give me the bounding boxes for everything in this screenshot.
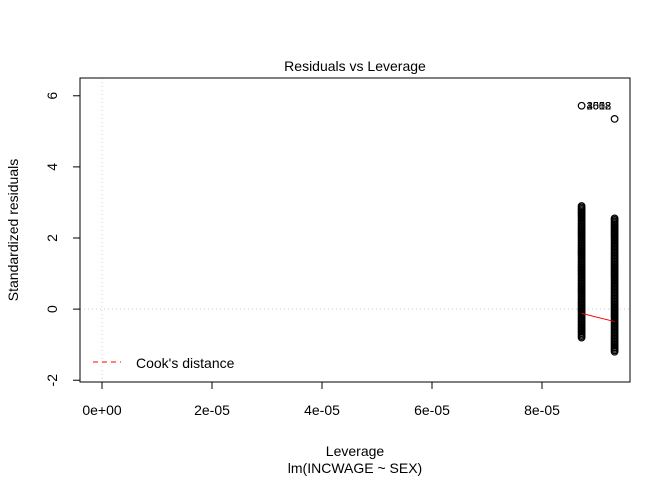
outlier-point bbox=[577, 101, 586, 110]
y-axis: -2 0 2 4 6 bbox=[44, 92, 81, 387]
smoother-path bbox=[581, 312, 615, 323]
data-point bbox=[577, 202, 586, 210]
smoother-line bbox=[581, 312, 615, 323]
data-point bbox=[610, 214, 619, 223]
y-axis-label: Standardized residuals bbox=[5, 159, 21, 301]
legend: Cook's distance bbox=[93, 355, 235, 371]
reference-lines bbox=[80, 78, 630, 382]
x-tick-label: 0e+00 bbox=[82, 402, 122, 418]
x-tick-label: 8e-05 bbox=[524, 402, 560, 418]
y-tick-label: 0 bbox=[44, 305, 60, 313]
x-axis-label: Leverage bbox=[326, 443, 385, 459]
y-tick-label: 2 bbox=[44, 234, 60, 242]
point-label: 2558 bbox=[587, 101, 611, 113]
chart-subtitle: lm(INCWAGE ~ SEX) bbox=[288, 460, 422, 476]
y-tick-label: 6 bbox=[44, 92, 60, 100]
y-tick-label: 4 bbox=[44, 163, 60, 171]
chart-title: Residuals vs Leverage bbox=[284, 58, 426, 74]
legend-label: Cook's distance bbox=[136, 355, 235, 371]
x-tick-label: 4e-05 bbox=[304, 402, 340, 418]
point-label: 3602 bbox=[587, 101, 611, 113]
x-axis: 0e+00 2e-05 4e-05 6e-05 8e-05 bbox=[82, 381, 560, 418]
outlier-point bbox=[610, 114, 619, 123]
x-tick-label: 2e-05 bbox=[194, 402, 230, 418]
y-tick-label: -2 bbox=[44, 374, 60, 387]
x-tick-label: 6e-05 bbox=[414, 402, 450, 418]
point-label: 4018 bbox=[587, 101, 611, 113]
